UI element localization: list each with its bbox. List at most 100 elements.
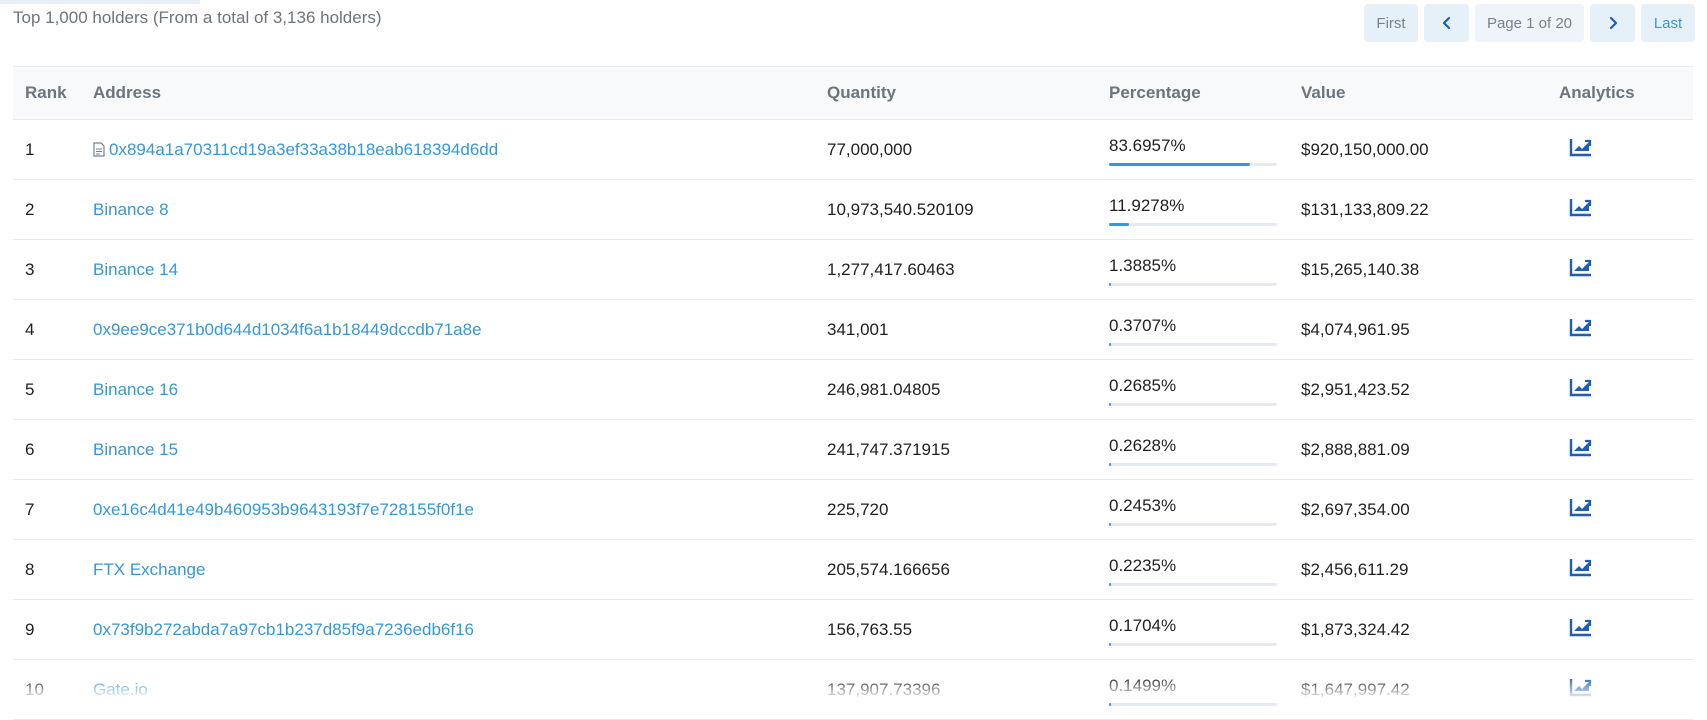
percentage-cell: 1.3885%	[1097, 240, 1289, 300]
quantity-cell: 156,763.55	[827, 619, 913, 639]
percentage-fill	[1109, 703, 1112, 706]
rank-cell: 7	[25, 499, 35, 519]
holder-address-link[interactable]: Binance 8	[93, 199, 169, 219]
analytics-cell	[1547, 360, 1693, 420]
value-cell: $131,133,809.22	[1301, 199, 1429, 219]
value-cell: $2,456,611.29	[1301, 559, 1409, 579]
rank-cell: 10	[25, 679, 44, 699]
table-row: 5 Binance 16 246,981.04805 0.2685% $2,951,42…	[13, 360, 1693, 420]
percentage-bar: 0.2453%	[1109, 487, 1277, 527]
header-rank: Rank	[25, 83, 67, 102]
table-row: 1 0x894a1a70311cd19a3ef33a38b18eab618394d…	[13, 120, 1693, 180]
value-cell: $1,873,324.42	[1301, 619, 1410, 639]
analytics-cell	[1547, 540, 1693, 600]
table-row: 6 Binance 15 241,747.371915 0.2628% $2,888,8…	[13, 420, 1693, 480]
percentage-track	[1109, 703, 1277, 706]
table-row: 3 Binance 14 1,277,417.60463 1.3885% $15,265…	[13, 240, 1693, 300]
percentage-fill	[1109, 163, 1250, 166]
percentage-track	[1109, 163, 1277, 166]
chevron-right-icon	[1609, 16, 1617, 30]
percentage-bar: 11.9278%	[1109, 187, 1277, 227]
header-analytics: Analytics	[1559, 83, 1635, 102]
chart-line-icon[interactable]	[1569, 437, 1593, 457]
analytics-cell	[1547, 240, 1693, 300]
percentage-fill	[1109, 463, 1112, 466]
percentage-bar: 1.3885%	[1109, 247, 1277, 287]
chart-line-icon[interactable]	[1569, 137, 1593, 157]
chart-line-icon[interactable]	[1569, 497, 1593, 517]
address-cell: 0xe16c4d41e49b460953b9643193f7e728155f0f…	[81, 480, 815, 540]
percentage-fill	[1109, 583, 1112, 586]
chart-line-icon[interactable]	[1569, 197, 1593, 217]
percentage-bar: 0.1499%	[1109, 667, 1277, 707]
percentage-fill	[1109, 523, 1112, 526]
last-page-button[interactable]: Last	[1641, 4, 1695, 42]
percentage-cell: 0.2453%	[1097, 480, 1289, 540]
address-cell: Binance 8	[81, 180, 815, 240]
chart-line-icon[interactable]	[1569, 617, 1593, 637]
analytics-cell	[1547, 600, 1693, 660]
percentage-cell: 0.1704%	[1097, 600, 1289, 660]
holder-address-link[interactable]: Binance 14	[93, 259, 179, 279]
holder-address-link[interactable]: 0x894a1a70311cd19a3ef33a38b18eab618394d6…	[109, 139, 499, 159]
value-cell: $920,150,000.00	[1301, 139, 1429, 159]
holder-address-link[interactable]: Binance 16	[93, 379, 179, 399]
percentage-text: 83.6957%	[1109, 136, 1186, 155]
percentage-track	[1109, 343, 1277, 346]
percentage-text: 0.1499%	[1109, 676, 1177, 695]
rank-cell: 4	[25, 319, 35, 339]
chart-line-icon[interactable]	[1569, 317, 1593, 337]
chart-line-icon[interactable]	[1569, 557, 1593, 577]
quantity-cell: 246,981.04805	[827, 379, 941, 399]
rank-cell: 6	[25, 439, 35, 459]
value-cell: $2,888,881.09	[1301, 439, 1410, 459]
holders-topbar: Top 1,000 holders (From a total of 3,136…	[0, 0, 1707, 60]
percentage-text: 0.2628%	[1109, 436, 1177, 455]
first-page-button[interactable]: First	[1364, 4, 1418, 42]
chart-line-icon[interactable]	[1569, 677, 1593, 697]
tab-indicator-strip	[0, 0, 200, 4]
holder-address-link[interactable]: FTX Exchange	[93, 559, 206, 579]
table-row: 7 0xe16c4d41e49b460953b9643193f7e728155f0…	[13, 480, 1693, 540]
header-quantity: Quantity	[827, 83, 896, 102]
chart-line-icon[interactable]	[1569, 377, 1593, 397]
value-cell: $2,697,354.00	[1301, 499, 1410, 519]
holders-table: Rank Address Quantity Percentage Value A…	[13, 66, 1693, 720]
quantity-cell: 10,973,540.520109	[827, 199, 974, 219]
holder-address-link[interactable]: Gate.io	[93, 679, 148, 699]
quantity-cell: 225,720	[827, 499, 889, 519]
percentage-fill	[1109, 403, 1112, 406]
holder-address-link[interactable]: 0xe16c4d41e49b460953b9643193f7e728155f0f…	[93, 499, 474, 519]
percentage-track	[1109, 403, 1277, 406]
percentage-text: 11.9278%	[1109, 196, 1185, 215]
rank-cell: 8	[25, 559, 35, 579]
holder-address-link[interactable]: 0x73f9b272abda7a97cb1b237d85f9a7236edb6f…	[93, 619, 474, 639]
quantity-cell: 1,277,417.60463	[827, 259, 955, 279]
document-icon	[93, 141, 105, 157]
percentage-text: 0.2685%	[1109, 376, 1177, 395]
quantity-cell: 241,747.371915	[827, 439, 950, 459]
chart-line-icon[interactable]	[1569, 257, 1593, 277]
value-cell: $1,647,997.42	[1301, 679, 1410, 699]
header-address: Address	[93, 83, 162, 102]
table-row: 8 FTX Exchange 205,574.166656 0.2235% $2,456…	[13, 540, 1693, 600]
quantity-cell: 77,000,000	[827, 139, 913, 159]
previous-page-button[interactable]	[1424, 4, 1469, 42]
address-cell: Binance 16	[81, 360, 815, 420]
holder-address-link[interactable]: 0x9ee9ce371b0d644d1034f6a1b18449dccdb71a…	[93, 319, 482, 339]
percentage-fill	[1109, 643, 1112, 646]
value-cell: $2,951,423.52	[1301, 379, 1410, 399]
percentage-text: 0.2235%	[1109, 556, 1177, 575]
address-cell: 0x73f9b272abda7a97cb1b237d85f9a7236edb6f…	[81, 600, 815, 660]
holder-address-link[interactable]: Binance 15	[93, 439, 179, 459]
percentage-text: 0.1704%	[1109, 616, 1177, 635]
next-page-button[interactable]	[1590, 4, 1635, 42]
percentage-bar: 0.1704%	[1109, 607, 1277, 647]
analytics-cell	[1547, 480, 1693, 540]
address-cell: 0x894a1a70311cd19a3ef33a38b18eab618394d6…	[81, 120, 815, 180]
analytics-cell	[1547, 120, 1693, 180]
percentage-cell: 83.6957%	[1097, 120, 1289, 180]
percentage-cell: 0.1499%	[1097, 660, 1289, 720]
percentage-cell: 0.2685%	[1097, 360, 1289, 420]
analytics-cell	[1547, 300, 1693, 360]
